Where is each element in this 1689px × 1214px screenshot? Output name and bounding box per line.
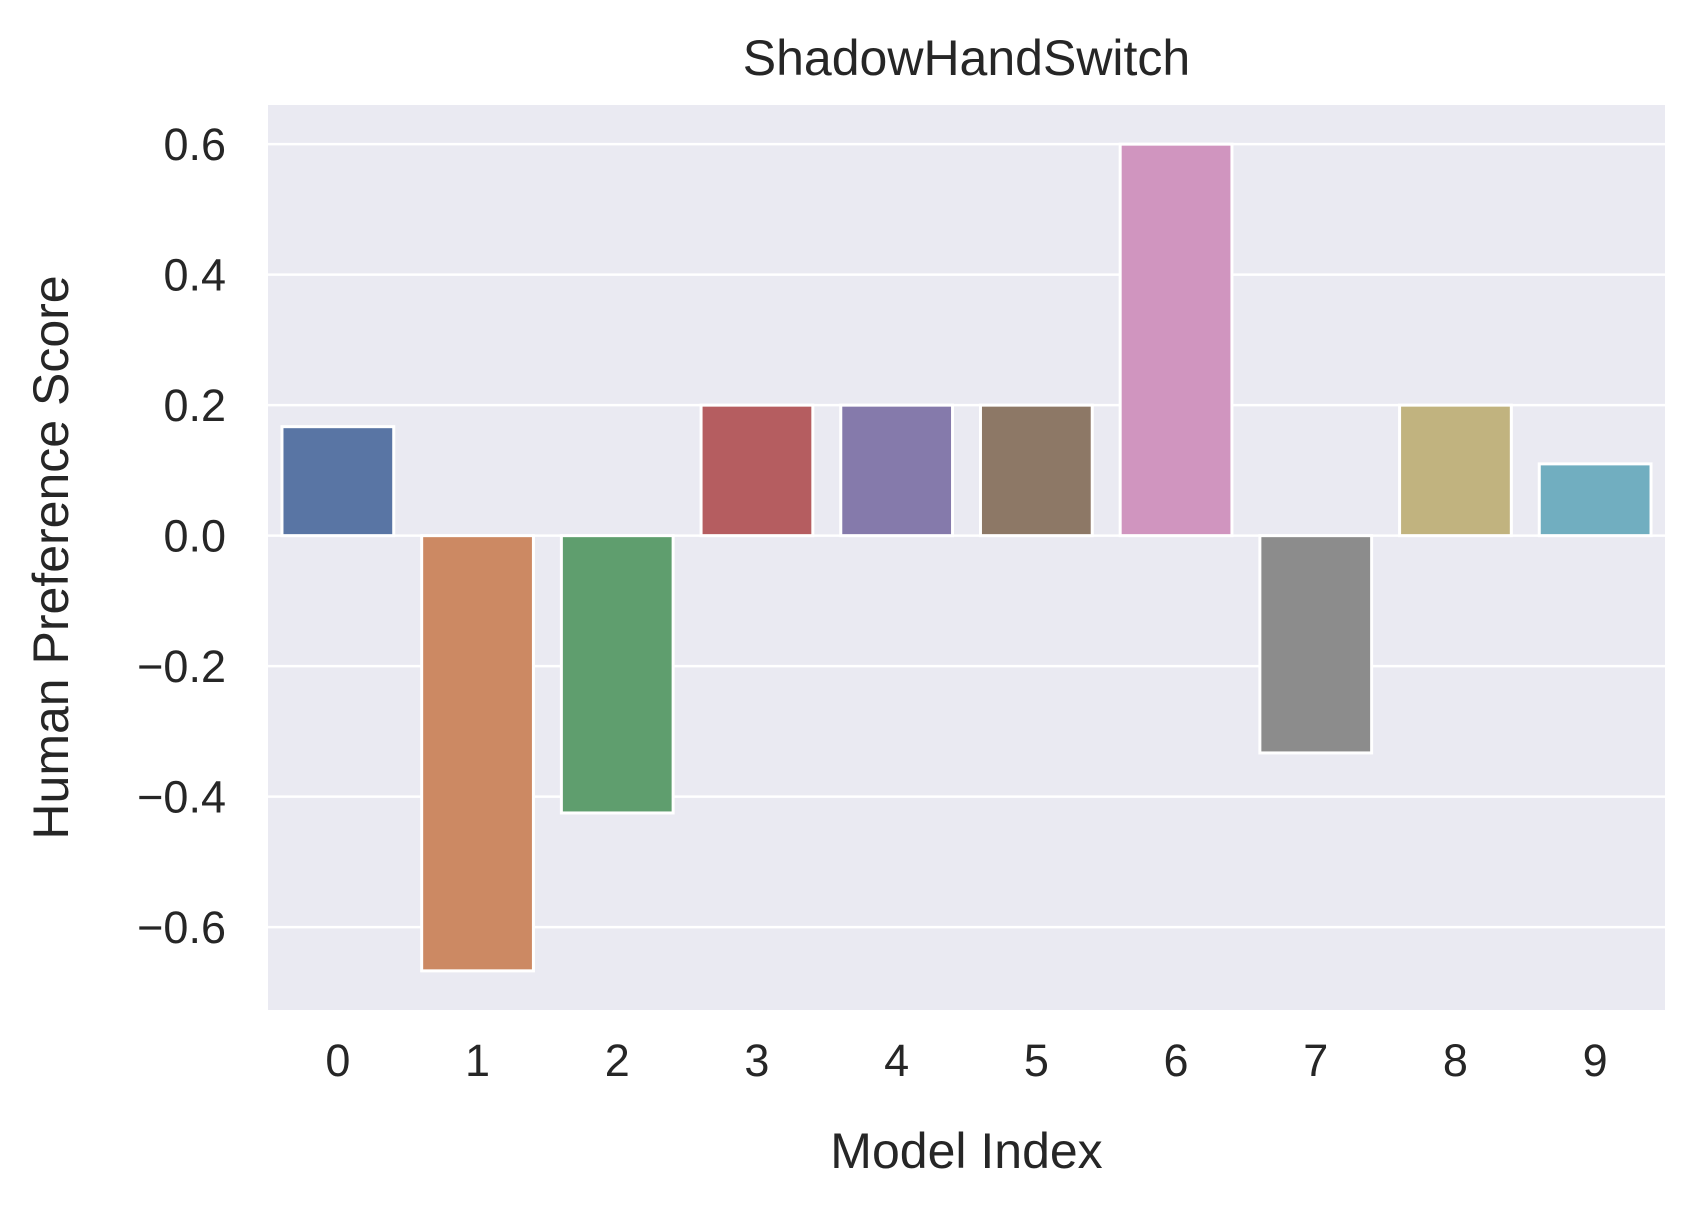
bar-0 <box>280 425 396 538</box>
y-tick-label: 0.6 <box>163 119 226 170</box>
bar-1 <box>420 534 535 973</box>
bar-6 <box>1118 142 1234 538</box>
chart-title: ShadowHandSwitch <box>743 30 1191 86</box>
y-tick-label: −0.6 <box>137 902 226 953</box>
y-tick-label: −0.2 <box>137 641 226 692</box>
x-tick-label: 0 <box>325 1035 350 1086</box>
x-tick-label: 2 <box>605 1035 630 1086</box>
y-tick-label: 0.0 <box>163 511 226 562</box>
bar-5 <box>978 403 1094 538</box>
x-tick-label: 6 <box>1164 1035 1189 1086</box>
bars <box>280 142 1653 973</box>
x-tick-labels: 0 1 2 3 4 5 6 7 8 9 <box>325 1035 1607 1086</box>
bar-2 <box>559 534 675 815</box>
y-tick-labels: −0.6 −0.4 −0.2 0.0 0.2 0.4 0.6 <box>137 119 226 953</box>
y-tick-label: 0.2 <box>163 380 226 431</box>
bar-9 <box>1537 462 1653 538</box>
y-tick-label: −0.4 <box>137 772 226 823</box>
x-axis-label: Model Index <box>830 1123 1102 1179</box>
x-tick-label: 1 <box>465 1035 490 1086</box>
x-tick-label: 4 <box>884 1035 909 1086</box>
x-tick-label: 9 <box>1583 1035 1608 1086</box>
y-tick-label: 0.4 <box>163 250 226 301</box>
x-tick-label: 3 <box>744 1035 769 1086</box>
y-axis-label: Human Preference Score <box>23 275 79 839</box>
bar-3 <box>699 403 815 538</box>
x-tick-label: 8 <box>1443 1035 1468 1086</box>
bar-8 <box>1398 403 1513 538</box>
x-tick-label: 7 <box>1303 1035 1328 1086</box>
x-tick-label: 5 <box>1024 1035 1049 1086</box>
bar-7 <box>1258 534 1374 755</box>
bar-4 <box>839 403 955 538</box>
